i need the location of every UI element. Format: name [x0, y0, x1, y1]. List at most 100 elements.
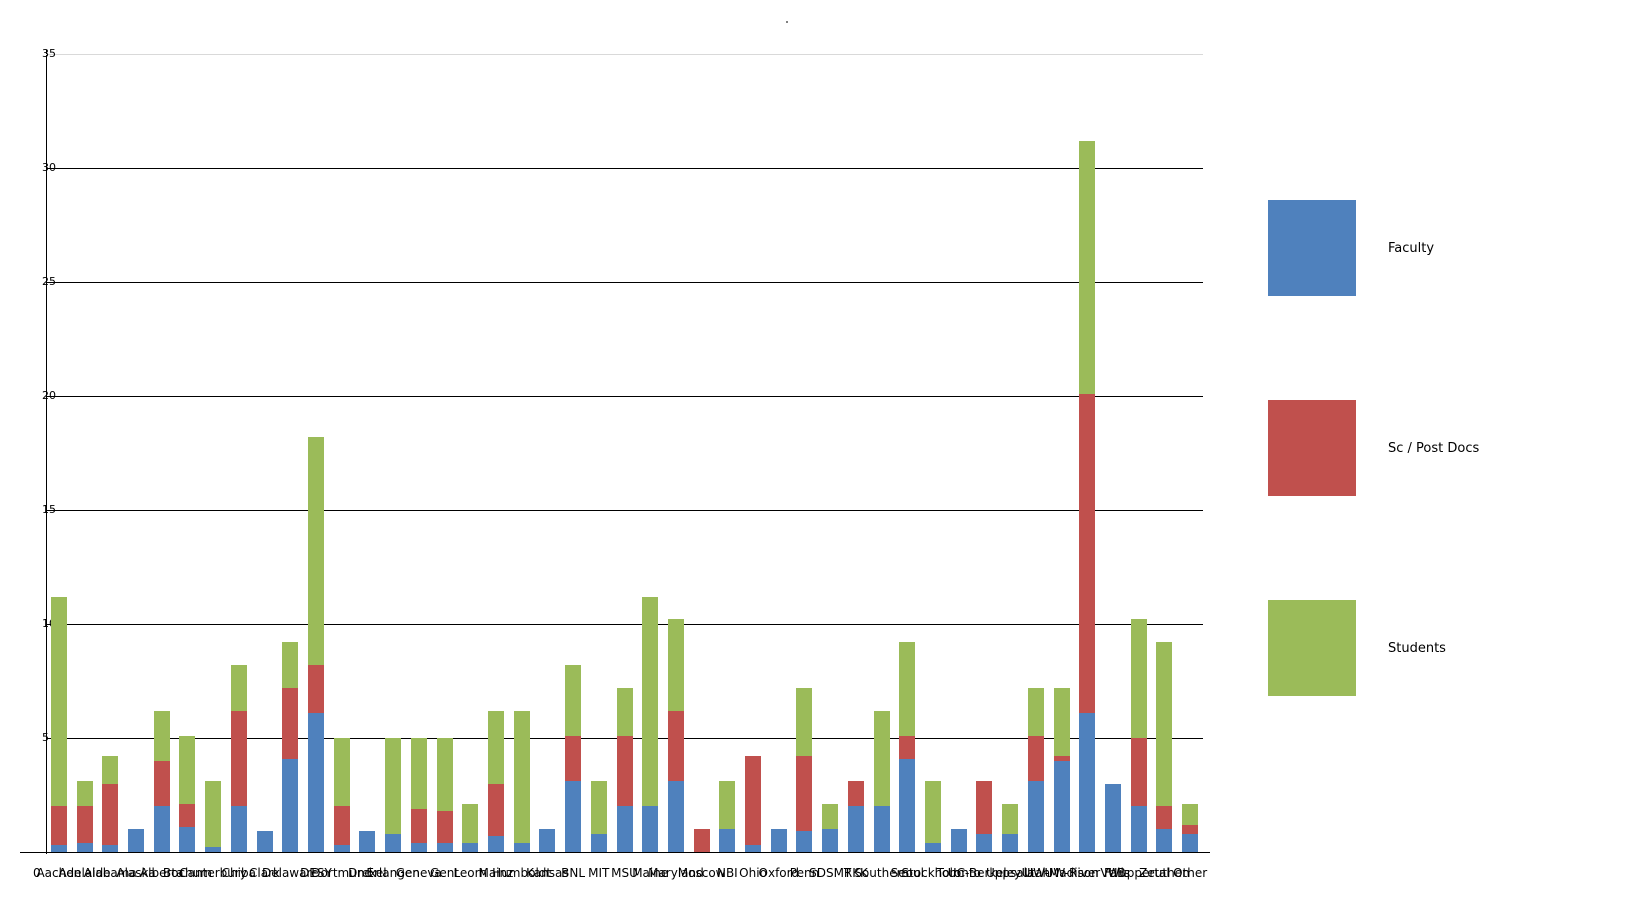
- bar-moscow[interactable]: [693, 829, 710, 852]
- x-tick-label-8: Clark: [249, 866, 281, 880]
- bar-erlangen[interactable]: [385, 738, 402, 852]
- bar-aachen[interactable]: [50, 596, 67, 852]
- bar-toronto[interactable]: [950, 829, 967, 852]
- x-tick-label-28: Oxford: [758, 866, 799, 880]
- bar-mainz[interactable]: [487, 710, 504, 852]
- x-tick-label-17: Mainz: [478, 866, 514, 880]
- bar-geneva[interactable]: [410, 738, 427, 852]
- bar-segment-students: [873, 710, 890, 807]
- bar-segment-postdocs: [1130, 738, 1147, 807]
- bar-segment-faculty: [179, 826, 196, 852]
- bar-uc-berkeley[interactable]: [976, 781, 993, 852]
- bar-zeuthen[interactable]: [1156, 642, 1173, 852]
- bar-oxford[interactable]: [770, 829, 787, 852]
- x-tick-label-23: Maine: [632, 866, 669, 880]
- bar-bnl[interactable]: [565, 665, 582, 852]
- bar-segment-postdocs: [745, 756, 762, 846]
- bar-uppsala[interactable]: [1002, 804, 1019, 852]
- bar-segment-students: [307, 437, 324, 666]
- bar-uw-madison[interactable]: [1053, 687, 1070, 852]
- x-tick-label-27: Ohio: [739, 866, 767, 880]
- bar-segment-students: [1002, 804, 1019, 834]
- bar-sdsmt[interactable]: [822, 804, 839, 852]
- legend-swatch-postdocs: [1268, 400, 1356, 496]
- x-tick-label-30: SDSMT: [809, 866, 852, 880]
- bar-segment-students: [153, 710, 170, 761]
- bar-segment-postdocs: [282, 687, 299, 759]
- bar-alabama[interactable]: [102, 756, 119, 852]
- bar-segment-faculty: [102, 845, 119, 852]
- bar-clark[interactable]: [256, 831, 273, 852]
- bar-canterbury[interactable]: [205, 781, 222, 852]
- legend-label-1: Sc / Post Docs: [1388, 440, 1480, 456]
- x-tick-label-5: Bochum: [162, 866, 212, 880]
- bar-segment-students: [899, 642, 916, 736]
- bar-dortmund[interactable]: [333, 738, 350, 852]
- gridline-30: [46, 168, 1203, 169]
- bar-delaware[interactable]: [282, 642, 299, 852]
- x-tick-label-12: Drexel: [348, 866, 387, 880]
- bar-segment-postdocs: [333, 806, 350, 846]
- bar-segment-faculty: [410, 842, 427, 852]
- bar-maryland[interactable]: [667, 619, 684, 852]
- legend-entry-faculty[interactable]: Faculty: [1268, 200, 1434, 296]
- bar-seoul[interactable]: [899, 642, 916, 852]
- bar-segment-postdocs: [1156, 806, 1173, 830]
- bar-mit[interactable]: [590, 781, 607, 852]
- x-tick-label-36: UC-Berkeley: [947, 866, 1022, 880]
- legend-entry-sc-post-docs[interactable]: Sc / Post Docs: [1268, 400, 1479, 496]
- bar-segment-postdocs: [102, 783, 119, 846]
- bar-other[interactable]: [1182, 804, 1199, 852]
- bar-drexel[interactable]: [359, 831, 376, 852]
- x-tick-label-39: UW-Madison: [1024, 866, 1099, 880]
- bar-alberta[interactable]: [153, 710, 170, 852]
- x-tick-label-44: Other: [1173, 866, 1208, 880]
- x-tick-label-31: RKK: [843, 866, 868, 880]
- gridline-15: [46, 510, 1203, 511]
- bar-segment-students: [822, 804, 839, 830]
- bar-segment-students: [513, 710, 530, 843]
- bar-chiba[interactable]: [230, 665, 247, 852]
- bar-segment-postdocs: [1182, 824, 1199, 834]
- bar-segment-postdocs: [693, 829, 710, 852]
- bar-segment-students: [1156, 642, 1173, 807]
- bar-kansas[interactable]: [539, 829, 556, 852]
- x-tick-label-22: MSU: [611, 866, 638, 880]
- bar-alaska[interactable]: [127, 829, 144, 852]
- bar-segment-faculty: [873, 806, 890, 852]
- bar-utah[interactable]: [1027, 687, 1044, 852]
- legend-swatch-faculty: [1268, 200, 1356, 296]
- y-tick-label-20: 20: [42, 389, 56, 402]
- bar-segment-students: [1130, 619, 1147, 739]
- bar-msu[interactable]: [616, 687, 633, 852]
- bar-georgia-tech[interactable]: [462, 804, 479, 852]
- bar-ohio[interactable]: [745, 756, 762, 852]
- bar-segment-faculty: [1079, 712, 1096, 852]
- bar-segment-faculty: [153, 806, 170, 852]
- bar-desy[interactable]: [307, 437, 324, 852]
- bar-maine[interactable]: [642, 596, 659, 852]
- bar-segment-students: [436, 738, 453, 811]
- bar-nbi[interactable]: [719, 781, 736, 852]
- x-tick-label-33: Seoul: [890, 866, 924, 880]
- bar-vub[interactable]: [1105, 783, 1121, 852]
- x-tick-label-3: Alaska: [116, 866, 156, 880]
- x-tick-label-37: Uppsala: [986, 866, 1035, 880]
- bar-humboldt[interactable]: [513, 710, 530, 852]
- bar-segment-faculty: [487, 836, 504, 852]
- bar-penn[interactable]: [796, 687, 813, 852]
- bar-adelaide[interactable]: [76, 781, 93, 852]
- bar-uw-river-falls[interactable]: [1079, 140, 1096, 852]
- bar-rkk[interactable]: [847, 781, 864, 852]
- bar-segment-faculty: [436, 842, 453, 852]
- bar-bochum[interactable]: [179, 735, 196, 852]
- bar-segment-students: [565, 665, 582, 736]
- bar-southern[interactable]: [873, 710, 890, 852]
- legend-entry-students[interactable]: Students: [1268, 600, 1446, 696]
- legend-label-2: Students: [1388, 640, 1446, 656]
- bar-segment-students: [719, 781, 736, 830]
- bar-gent[interactable]: [436, 738, 453, 852]
- bar-stockholm[interactable]: [925, 781, 942, 852]
- bar-wuppertal[interactable]: [1130, 619, 1147, 852]
- bar-segment-faculty: [1156, 829, 1173, 852]
